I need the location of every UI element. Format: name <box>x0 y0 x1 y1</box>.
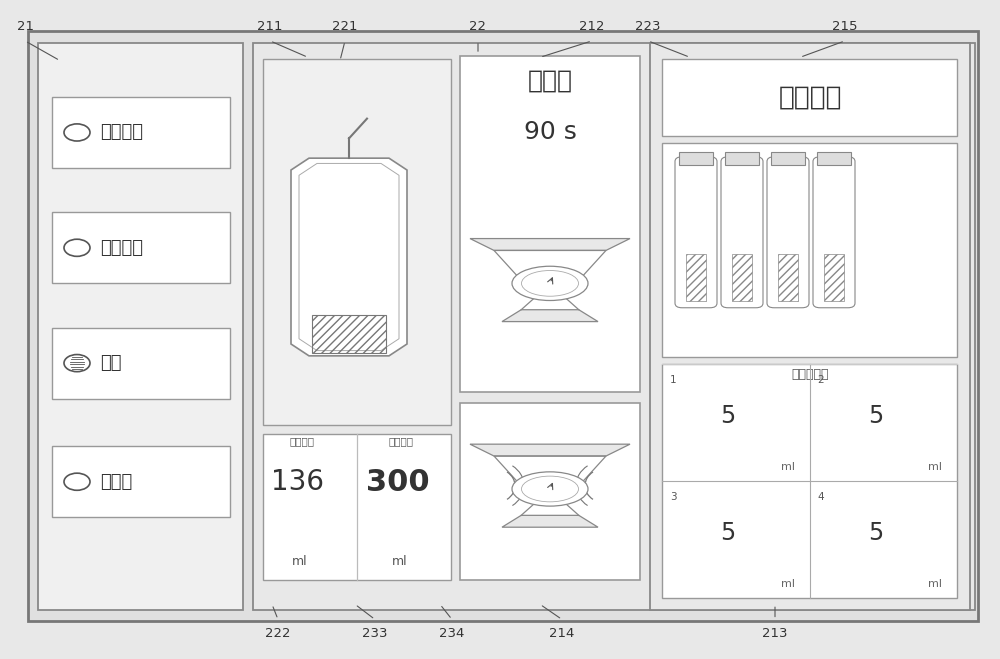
Text: 1: 1 <box>670 375 677 385</box>
Text: 214: 214 <box>549 627 575 641</box>
Polygon shape <box>502 310 598 322</box>
Text: 211: 211 <box>257 20 283 33</box>
FancyBboxPatch shape <box>721 157 763 308</box>
Bar <box>460 403 640 580</box>
Text: ml: ml <box>292 555 308 568</box>
Text: 3: 3 <box>670 492 677 502</box>
Bar <box>263 434 451 580</box>
Text: 222: 222 <box>265 627 291 641</box>
Bar <box>460 56 640 392</box>
Bar <box>817 152 851 165</box>
Text: 信息确认: 信息确认 <box>100 239 143 257</box>
Text: 信息录入: 信息录入 <box>100 123 143 142</box>
Text: ml: ml <box>780 579 794 589</box>
Text: ml: ml <box>392 555 408 568</box>
Polygon shape <box>470 444 630 456</box>
Ellipse shape <box>512 266 588 301</box>
Text: 采血总量: 采血总量 <box>388 436 414 447</box>
Text: 采血: 采血 <box>100 354 122 372</box>
Bar <box>662 364 957 598</box>
Text: 233: 233 <box>362 627 388 641</box>
Text: 300: 300 <box>366 468 430 497</box>
Text: ml: ml <box>928 462 942 472</box>
Bar <box>38 43 243 610</box>
Bar <box>662 143 957 357</box>
Bar <box>650 43 970 610</box>
Text: 223: 223 <box>635 20 661 33</box>
Text: 4: 4 <box>818 492 824 502</box>
Bar <box>28 31 978 621</box>
Bar <box>52 446 230 517</box>
Bar <box>52 212 230 283</box>
Circle shape <box>64 355 90 372</box>
Polygon shape <box>470 239 630 250</box>
FancyBboxPatch shape <box>767 157 809 308</box>
Polygon shape <box>502 515 598 527</box>
Bar <box>662 59 957 136</box>
Text: 221: 221 <box>332 20 358 33</box>
Text: 5: 5 <box>868 521 883 545</box>
Text: 90 s: 90 s <box>524 120 576 144</box>
Text: 后处理: 后处理 <box>100 473 132 491</box>
Bar <box>52 328 230 399</box>
Bar <box>771 152 805 165</box>
Bar <box>725 152 759 165</box>
Ellipse shape <box>512 472 588 506</box>
FancyBboxPatch shape <box>675 157 717 308</box>
Text: ml: ml <box>780 462 794 472</box>
Bar <box>679 152 713 165</box>
FancyBboxPatch shape <box>813 157 855 308</box>
Text: ml: ml <box>928 579 942 589</box>
Text: 5: 5 <box>868 405 883 428</box>
Text: 5: 5 <box>720 521 735 545</box>
Text: 21: 21 <box>16 20 34 33</box>
Text: 136: 136 <box>272 469 324 496</box>
Text: 暂停采血: 暂停采血 <box>778 84 842 111</box>
Bar <box>52 97 230 168</box>
Text: 22: 22 <box>470 20 486 33</box>
Text: 留样管信息: 留样管信息 <box>791 368 829 381</box>
Text: 212: 212 <box>579 20 605 33</box>
Text: 215: 215 <box>832 20 858 33</box>
Bar <box>253 43 975 610</box>
Bar <box>263 59 451 425</box>
Text: 5: 5 <box>720 405 735 428</box>
Polygon shape <box>291 158 407 356</box>
Text: 2: 2 <box>818 375 824 385</box>
Text: 倒计时: 倒计时 <box>528 69 572 92</box>
Text: 234: 234 <box>439 627 465 641</box>
Text: 213: 213 <box>762 627 788 641</box>
Text: 当前采血: 当前采血 <box>290 436 314 447</box>
